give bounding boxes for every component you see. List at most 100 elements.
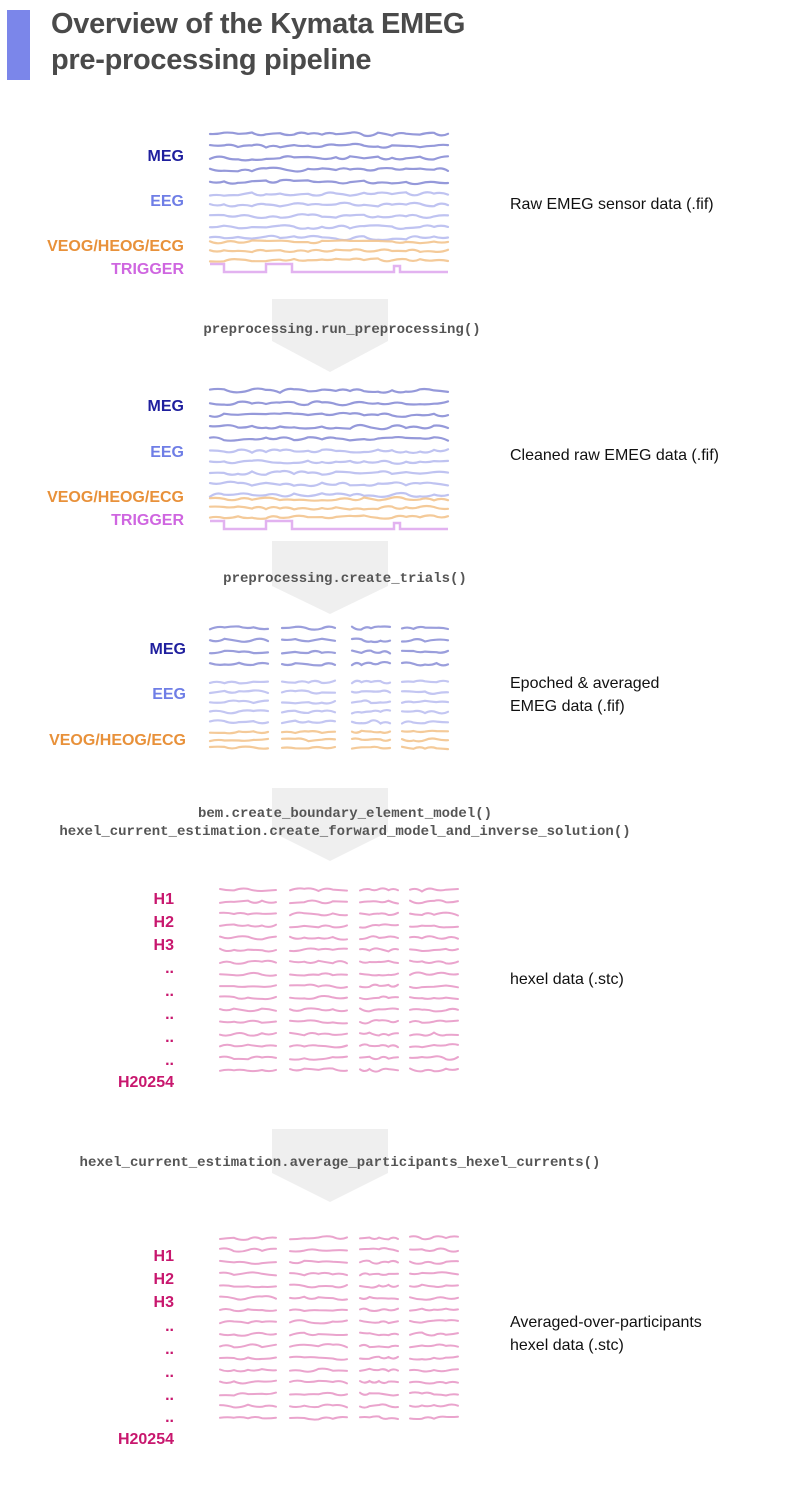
signal-trace — [359, 995, 399, 1001]
hexel-ellipsis: .. — [165, 960, 174, 977]
signal-trace — [400, 661, 450, 667]
signal-trace — [289, 1283, 348, 1289]
signal-trace — [359, 899, 399, 905]
signal-trace — [359, 1319, 399, 1325]
signal-trace — [289, 1355, 348, 1361]
signal-trace — [400, 737, 450, 743]
signal-trace — [208, 234, 450, 242]
stage-cleaned: MEG EEG VEOG/HEOG/ECG TRIGGER Cleaned ra… — [47, 398, 719, 529]
signal-trace — [208, 661, 270, 667]
signal-trace — [280, 730, 337, 735]
signal-trace — [208, 213, 450, 220]
signal-trace — [280, 700, 337, 705]
signal-trace — [289, 899, 348, 905]
signal-trace — [219, 1356, 277, 1361]
page-title: Overview of the Kymata EMEG pre-processi… — [51, 6, 611, 78]
hexel-label: H2 — [154, 1271, 175, 1288]
signal-trace — [350, 699, 392, 705]
signal-trace — [219, 1271, 277, 1277]
signal-trace — [280, 745, 337, 750]
eeg-label: EEG — [152, 686, 186, 703]
signal-trace — [219, 1295, 277, 1301]
trigger-label: TRIGGER — [111, 512, 184, 529]
signal-traces — [208, 131, 459, 1421]
signal-trace — [350, 660, 392, 667]
signal-trace — [219, 1284, 277, 1289]
signal-trace — [409, 1019, 459, 1024]
title-accent-bar — [7, 10, 30, 80]
signal-trace — [359, 1391, 399, 1397]
signal-trace — [289, 887, 348, 893]
signal-trace — [219, 1379, 277, 1385]
signal-trace — [359, 1367, 399, 1373]
signal-trace — [359, 1379, 399, 1385]
signal-trace — [350, 679, 392, 685]
signal-trace — [409, 1331, 459, 1337]
signal-trace — [208, 496, 450, 502]
signal-trace — [409, 971, 459, 976]
signal-trace — [409, 1043, 459, 1049]
signal-trace — [409, 1307, 459, 1312]
hexel-label: H3 — [154, 1294, 175, 1311]
signal-trace — [359, 947, 399, 953]
signal-trace — [409, 899, 459, 905]
signal-trace — [359, 887, 399, 892]
hexel-ellipsis: .. — [165, 1029, 174, 1046]
signal-trace — [208, 155, 450, 162]
signal-trace — [219, 995, 277, 1001]
signal-trace — [409, 935, 459, 940]
signal-trace — [219, 899, 277, 904]
signal-trace — [289, 1415, 348, 1421]
signal-trace — [219, 947, 277, 953]
signal-trace — [208, 423, 450, 431]
signal-trace — [208, 709, 270, 715]
signal-trace — [289, 935, 348, 941]
stage-description-line-1: Epoched & averaged — [510, 675, 659, 692]
stage-epoched: MEG EEG VEOG/HEOG/ECG Epoched & averaged… — [49, 641, 659, 749]
signal-trace — [400, 709, 450, 715]
signal-trace — [350, 708, 392, 715]
signal-trace — [208, 131, 450, 138]
signal-trace — [208, 514, 450, 520]
signal-trace — [359, 959, 399, 964]
signal-trace — [219, 1320, 277, 1325]
hexel-ellipsis: .. — [165, 1364, 174, 1381]
signal-trace — [289, 1308, 348, 1313]
signal-trace — [219, 1019, 277, 1024]
signal-trace — [409, 1391, 459, 1397]
stage-hexel: H1 H2 H3 .. .. .. .. .. H20254 hexel dat… — [118, 891, 624, 1091]
stage-description-line-2: hexel data (.stc) — [510, 1337, 624, 1354]
function-call: preprocessing.create_trials() — [223, 571, 467, 587]
signal-trace — [208, 201, 450, 208]
signal-trace — [359, 1343, 399, 1349]
signal-trace — [208, 649, 270, 655]
signal-trace — [208, 239, 450, 245]
signal-trace — [280, 649, 337, 655]
signal-trace — [289, 1367, 348, 1373]
signal-trace — [409, 1055, 459, 1061]
signal-trace — [289, 1235, 348, 1241]
signal-trace — [219, 959, 277, 965]
signal-trace — [400, 690, 450, 695]
signal-trace — [359, 1067, 399, 1073]
signal-trace — [219, 1247, 277, 1253]
signal-trace — [208, 435, 450, 442]
signal-trace — [409, 1260, 459, 1265]
signal-trace — [208, 730, 270, 735]
signal-trace — [219, 887, 277, 893]
signal-trace — [289, 1319, 348, 1325]
signal-trace — [409, 1380, 459, 1385]
signal-trace — [359, 1019, 399, 1025]
signal-trace — [208, 400, 450, 407]
signal-trace — [208, 257, 450, 263]
signal-trace — [409, 924, 459, 929]
signal-trace — [350, 689, 392, 694]
signal-trace — [289, 947, 348, 953]
signal-trace — [219, 984, 277, 988]
signal-trace — [219, 1343, 277, 1349]
signal-trace — [350, 745, 392, 750]
signal-trace — [359, 1295, 399, 1301]
signal-trace — [219, 1055, 277, 1061]
signal-trace — [289, 924, 348, 929]
